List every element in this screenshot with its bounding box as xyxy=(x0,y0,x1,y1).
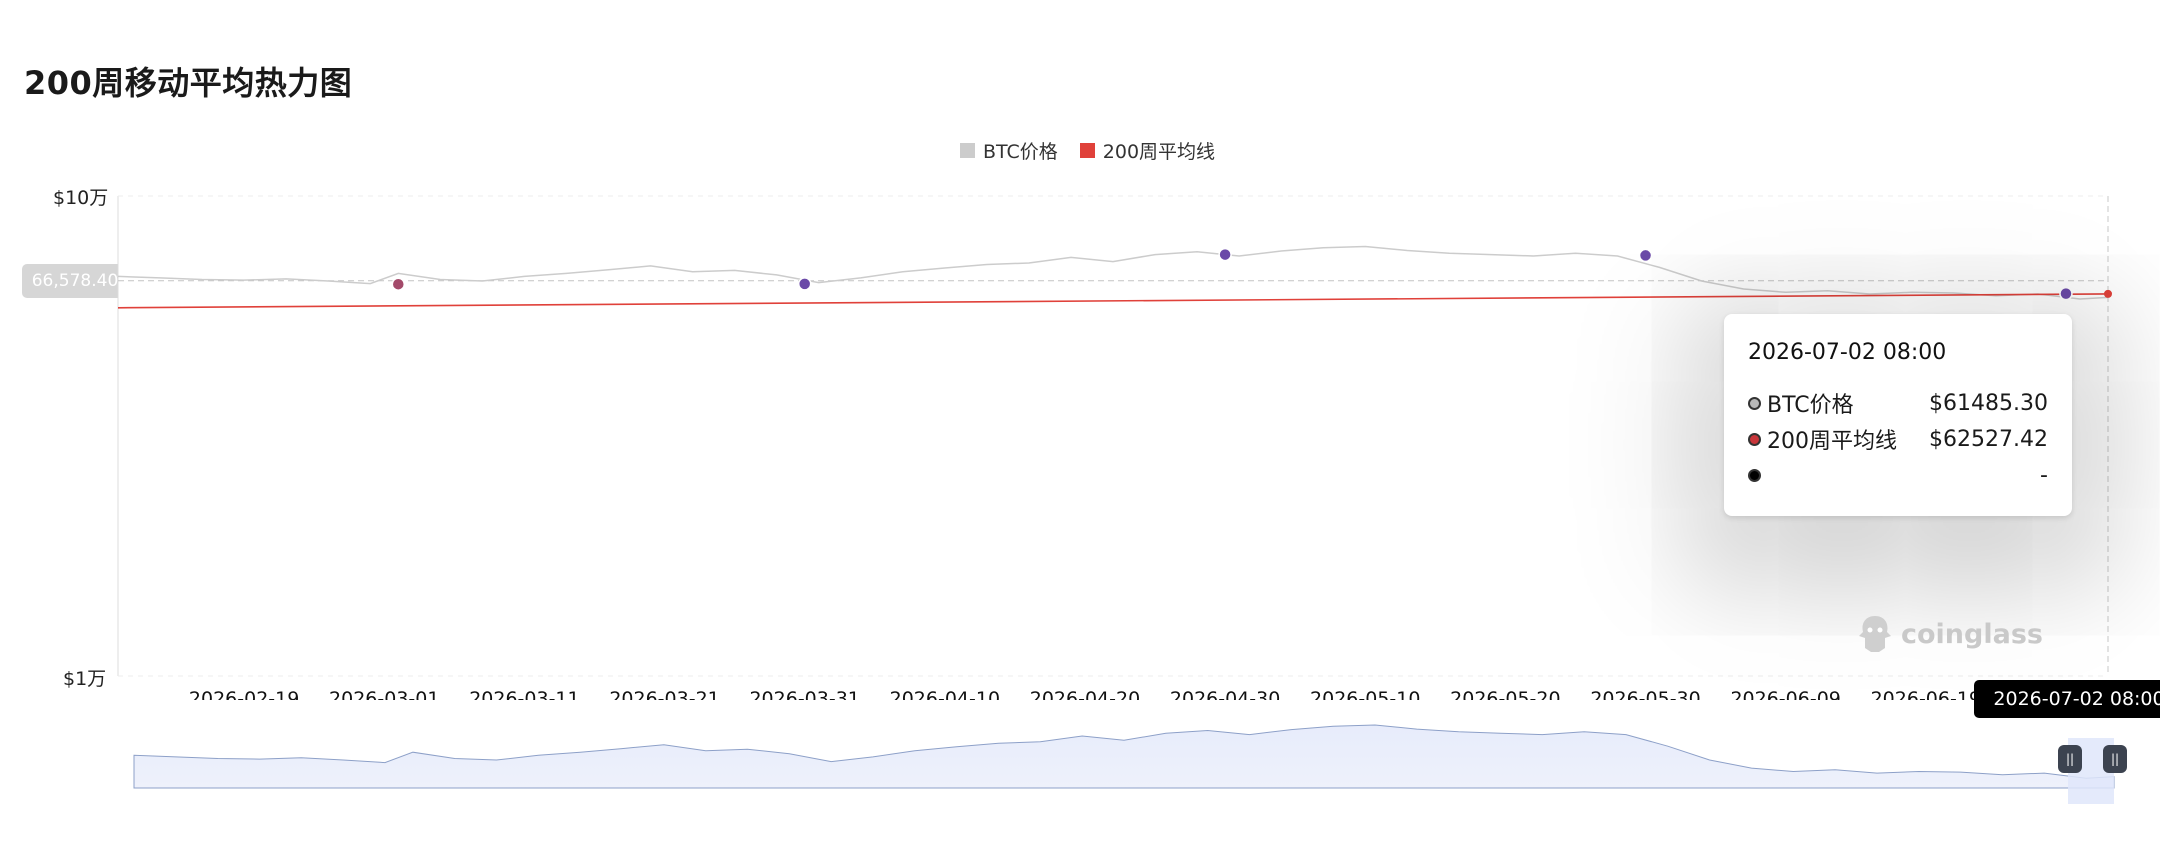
tooltip-dot-200w-ma xyxy=(1748,432,1761,446)
tooltip-value-btc-price: $61485.30 xyxy=(1929,390,2048,416)
legend-item-btc-price[interactable]: BTC价格 xyxy=(960,137,1058,164)
chart-tooltip: 2026-07-02 08:00 BTC价格 $61485.30 200周平均线… xyxy=(1724,314,2072,516)
btc-price-line[interactable] xyxy=(117,245,2109,300)
navigator-series-area xyxy=(133,724,2115,789)
legend-swatch-btc-price xyxy=(960,143,975,158)
watermark-text: coinglass xyxy=(1901,618,2043,650)
chart-legend: BTC价格 200周平均线 xyxy=(960,137,1215,164)
ma-200w-line[interactable] xyxy=(117,293,2109,309)
tooltip-value-marker: - xyxy=(2040,462,2048,488)
current-price-tag: 66,578.40 xyxy=(22,264,128,298)
legend-swatch-200w-ma xyxy=(1079,143,1095,158)
signal-marker[interactable] xyxy=(797,277,812,291)
navigator-left-handle[interactable]: || xyxy=(2058,745,2082,773)
coinglass-logo-icon xyxy=(1859,616,1891,652)
signal-marker[interactable] xyxy=(2059,286,2073,301)
y-tick-label-top: $10万 xyxy=(53,187,109,209)
signal-marker[interactable] xyxy=(1638,248,1653,263)
tooltip-row-btc-price: BTC价格 $61485.30 xyxy=(1748,388,2048,418)
tooltip-date: 2026-07-02 08:00 xyxy=(1748,340,1947,365)
coinglass-watermark: coinglass xyxy=(1857,614,2043,654)
signal-marker[interactable] xyxy=(391,277,406,291)
legend-label-btc-price: BTC价格 xyxy=(983,141,1058,163)
legend-label-200w-ma: 200周平均线 xyxy=(1102,141,1216,163)
chart-title: 200周移动平均热力图 xyxy=(24,64,353,102)
tooltip-value-200w-ma: $62527.42 xyxy=(1929,426,2048,452)
navigator-right-handle[interactable]: || xyxy=(2103,745,2127,773)
tooltip-row-200w-ma: 200周平均线 $62527.42 xyxy=(1748,424,2048,454)
tooltip-dot-btc-price xyxy=(1748,396,1761,410)
ma-200w-endpoint xyxy=(2104,289,2112,298)
signal-marker[interactable] xyxy=(1218,247,1232,262)
tooltip-dot-marker xyxy=(1748,468,1761,482)
tooltip-label-200w-ma: 200周平均线 xyxy=(1767,429,1897,454)
tooltip-row-marker: - xyxy=(1748,460,2048,490)
legend-item-200w-ma[interactable]: 200周平均线 xyxy=(1079,137,1216,164)
y-tick-label-bottom: $1万 xyxy=(63,668,107,690)
tooltip-label-btc-price: BTC价格 xyxy=(1767,393,1854,418)
hover-date-label: 2026-07-02 08:00 xyxy=(1974,680,2160,718)
